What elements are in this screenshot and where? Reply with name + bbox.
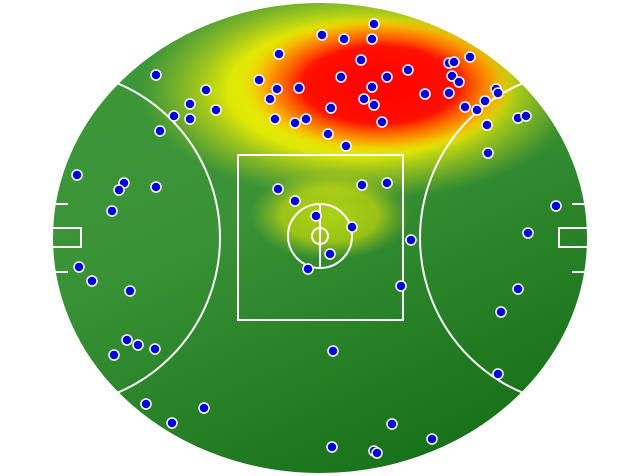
point (346, 221, 358, 233)
point (210, 104, 222, 116)
point (419, 88, 431, 100)
point (522, 227, 534, 239)
point (479, 95, 491, 107)
point (482, 147, 494, 159)
point (121, 334, 133, 346)
point (459, 101, 471, 113)
point (338, 33, 350, 45)
point (140, 398, 152, 410)
point (326, 441, 338, 453)
point (550, 200, 562, 212)
point (512, 283, 524, 295)
point (272, 183, 284, 195)
point (322, 128, 334, 140)
point (324, 248, 336, 260)
point (335, 71, 347, 83)
point (168, 110, 180, 122)
point (386, 418, 398, 430)
point (495, 306, 507, 318)
point (340, 140, 352, 152)
point (293, 82, 305, 94)
point (86, 275, 98, 287)
point (376, 116, 388, 128)
point (166, 417, 178, 429)
point (302, 263, 314, 275)
point (108, 349, 120, 361)
point (154, 125, 166, 137)
point (520, 110, 532, 122)
point (289, 117, 301, 129)
point (355, 54, 367, 66)
point (184, 98, 196, 110)
point (402, 64, 414, 76)
point (325, 102, 337, 114)
point (371, 447, 383, 459)
point (366, 33, 378, 45)
point (366, 81, 378, 93)
point (198, 402, 210, 414)
point (271, 83, 283, 95)
point (492, 368, 504, 380)
point (150, 181, 162, 193)
point (443, 87, 455, 99)
point (327, 345, 339, 357)
point (73, 261, 85, 273)
point (358, 93, 370, 105)
point (264, 93, 276, 105)
point (492, 87, 504, 99)
point (149, 343, 161, 355)
point (448, 56, 460, 68)
point (310, 210, 322, 222)
point (184, 113, 196, 125)
point (471, 104, 483, 116)
point (71, 169, 83, 181)
point (200, 84, 212, 96)
point (289, 195, 301, 207)
point (106, 205, 118, 217)
point (426, 433, 438, 445)
point (316, 29, 328, 41)
point (481, 119, 493, 131)
point (368, 18, 380, 30)
point (395, 280, 407, 292)
point (132, 339, 144, 351)
point (150, 69, 162, 81)
point (464, 51, 476, 63)
point (300, 113, 312, 125)
point (405, 234, 417, 246)
point (124, 285, 136, 297)
point (269, 113, 281, 125)
point (381, 71, 393, 83)
point (368, 99, 380, 111)
point (113, 184, 125, 196)
point (381, 177, 393, 189)
point (273, 48, 285, 60)
point (453, 76, 465, 88)
point (253, 74, 265, 86)
point (356, 179, 368, 191)
